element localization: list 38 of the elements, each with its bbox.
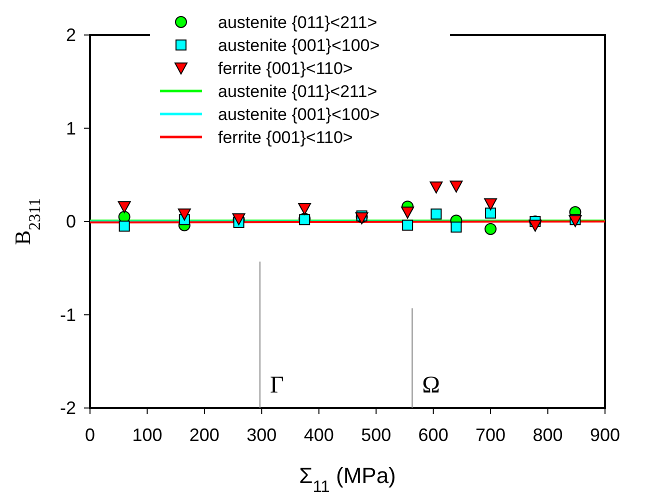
annotation: Γ: [270, 372, 284, 399]
legend-label: ferrite {001}<110>: [218, 128, 353, 147]
x-tick-label: 800: [532, 425, 563, 445]
point: [178, 208, 191, 221]
x-axis-title: Σ$_{11}$ (MPa): [299, 463, 396, 496]
point: [118, 201, 131, 214]
y-tick-label: 1: [66, 118, 76, 138]
legend-label: ferrite {001}<110>: [218, 59, 353, 78]
x-tick-label: 900: [590, 425, 620, 445]
y-tick-label: 0: [66, 212, 76, 232]
point: [401, 206, 414, 219]
x-tick-label: 0: [84, 425, 96, 445]
point: [450, 222, 462, 233]
point: [430, 182, 443, 194]
y-tick-label: 2: [66, 25, 76, 45]
point: [528, 220, 542, 232]
y-tick-label: -2: [60, 398, 76, 418]
y-tick-label: -1: [60, 304, 76, 325]
point: [402, 220, 414, 231]
x-tick-label: 500: [361, 425, 392, 445]
legend-label: austenite {011}<211>: [218, 13, 378, 32]
point: [118, 220, 130, 232]
legend-label: austenite {001}<100>: [218, 36, 380, 55]
x-tick-label: 300: [246, 425, 277, 445]
point: [298, 202, 312, 215]
point: [430, 208, 442, 220]
legend-label: austenite {011}<211>: [218, 82, 378, 101]
point: [450, 180, 463, 193]
annotation: Ω: [422, 372, 440, 399]
legend-label: austenite {001}<100>: [218, 105, 380, 124]
point: [484, 198, 498, 210]
x-tick-label: 200: [189, 425, 220, 445]
x-tick-label: 400: [304, 425, 334, 445]
point: [484, 222, 497, 235]
x-tick-label: 100: [132, 425, 162, 445]
x-tick-label: 600: [418, 425, 448, 445]
point: [485, 208, 496, 219]
x-tick-label: 700: [476, 425, 506, 445]
